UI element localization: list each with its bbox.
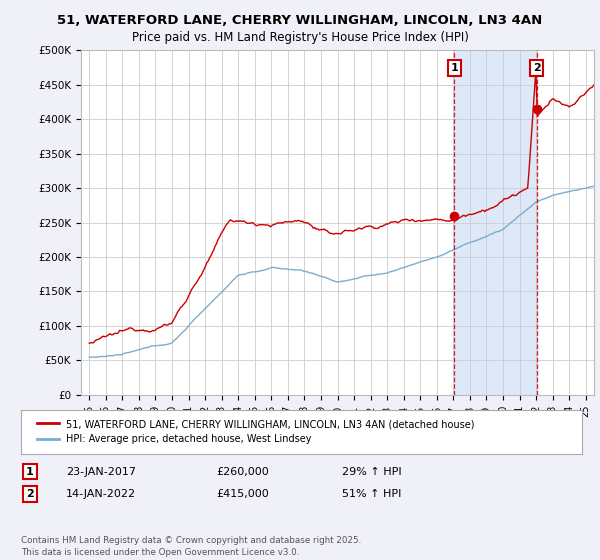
Text: £415,000: £415,000 xyxy=(216,489,269,499)
Legend: 51, WATERFORD LANE, CHERRY WILLINGHAM, LINCOLN, LN3 4AN (detached house), HPI: A: 51, WATERFORD LANE, CHERRY WILLINGHAM, L… xyxy=(31,413,481,450)
Text: Contains HM Land Registry data © Crown copyright and database right 2025.
This d: Contains HM Land Registry data © Crown c… xyxy=(21,536,361,557)
Text: 51, WATERFORD LANE, CHERRY WILLINGHAM, LINCOLN, LN3 4AN: 51, WATERFORD LANE, CHERRY WILLINGHAM, L… xyxy=(58,14,542,27)
Text: 23-JAN-2017: 23-JAN-2017 xyxy=(66,466,136,477)
Text: 1: 1 xyxy=(26,466,34,477)
Text: 14-JAN-2022: 14-JAN-2022 xyxy=(66,489,136,499)
Text: 1: 1 xyxy=(451,63,458,73)
Text: 2: 2 xyxy=(26,489,34,499)
Text: £260,000: £260,000 xyxy=(216,466,269,477)
Text: 51% ↑ HPI: 51% ↑ HPI xyxy=(342,489,401,499)
Bar xyxy=(454,50,537,395)
Text: Price paid vs. HM Land Registry's House Price Index (HPI): Price paid vs. HM Land Registry's House … xyxy=(131,31,469,44)
Text: 29% ↑ HPI: 29% ↑ HPI xyxy=(342,466,401,477)
Text: 2: 2 xyxy=(533,63,541,73)
